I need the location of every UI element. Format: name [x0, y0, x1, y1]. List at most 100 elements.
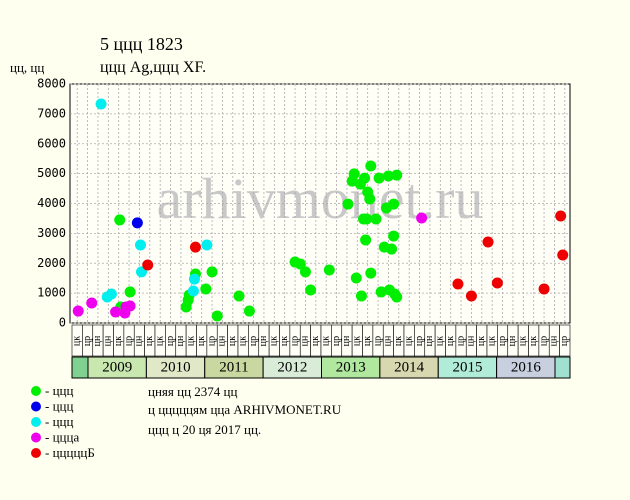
- point: [370, 213, 382, 225]
- note: ц цццццям цца ARHIVMONET.RU: [148, 402, 342, 417]
- y-tick-label: 2000: [37, 256, 66, 270]
- x-tick-label: цк: [237, 336, 248, 346]
- y-tick-label: 5000: [37, 166, 66, 180]
- x-tick-label: цк: [393, 336, 404, 346]
- x-tick-label: цр: [414, 336, 425, 346]
- point: [243, 305, 255, 317]
- point: [72, 305, 84, 317]
- point: [350, 272, 362, 284]
- x-tick-label: цр: [331, 336, 342, 346]
- year-label: 2016: [511, 359, 542, 375]
- x-tick-label: цк: [476, 336, 487, 346]
- year-label: 2010: [161, 359, 191, 375]
- point: [142, 259, 154, 271]
- x-tick-label: цр: [559, 336, 570, 346]
- chart-title: 5 ццц 1823: [100, 34, 183, 54]
- x-tick-label: цн: [217, 335, 228, 346]
- point: [124, 300, 136, 312]
- year-cell: [554, 356, 571, 379]
- x-tick-label: цк: [528, 336, 539, 346]
- point: [342, 198, 354, 210]
- point: [360, 234, 372, 246]
- point: [201, 239, 213, 251]
- point: [200, 283, 212, 295]
- x-tick-label: цр: [165, 336, 176, 346]
- point: [211, 310, 223, 322]
- x-tick-label: цр: [455, 336, 466, 346]
- x-tick-label: цн: [507, 335, 518, 346]
- x-tick-label: цк: [435, 336, 446, 346]
- point: [416, 212, 428, 224]
- x-tick-label: цк: [310, 336, 321, 346]
- point: [465, 290, 477, 302]
- point: [86, 297, 98, 309]
- x-tick-label: цк: [352, 336, 363, 346]
- point: [365, 267, 377, 279]
- point: [355, 290, 367, 302]
- x-tick-label: цк: [320, 336, 331, 346]
- x-tick-label: цк: [279, 336, 290, 346]
- x-tick-label: цк: [486, 336, 497, 346]
- x-tick-label: цк: [445, 336, 456, 346]
- point: [359, 172, 371, 184]
- point: [391, 169, 403, 181]
- year-label: 2011: [219, 359, 248, 375]
- x-tick-label: цр: [82, 336, 93, 346]
- y-tick-label: 6000: [37, 136, 66, 150]
- x-tick-label: цр: [206, 336, 217, 346]
- point: [294, 258, 306, 270]
- x-tick-label: цк: [227, 336, 238, 346]
- point: [452, 278, 464, 290]
- chart-subtitle: ццц Ag,ццц XF.: [100, 59, 206, 76]
- note: цняя цц 2374 цц: [148, 384, 237, 399]
- point: [348, 168, 360, 180]
- point: [382, 170, 394, 182]
- point: [187, 285, 199, 297]
- point: [482, 236, 494, 248]
- legend-marker: [31, 386, 41, 396]
- point: [105, 288, 117, 300]
- point: [299, 266, 311, 278]
- point: [557, 249, 569, 261]
- watermark: arhivmonet.ru: [157, 166, 484, 231]
- x-tick-label: цн: [134, 335, 145, 346]
- x-tick-label: цк: [196, 336, 207, 346]
- legend-marker: [31, 432, 41, 443]
- point: [188, 273, 200, 285]
- point: [114, 214, 126, 226]
- legend-marker: [31, 417, 41, 427]
- point: [364, 193, 376, 205]
- note: ццц ц 20 ця 2017 цц.: [148, 422, 261, 437]
- x-tick-label: цр: [123, 336, 134, 346]
- year-label: 2014: [394, 359, 425, 375]
- point: [365, 160, 377, 172]
- point: [373, 172, 385, 184]
- point: [206, 266, 218, 278]
- x-tick-label: цн: [103, 335, 114, 346]
- x-tick-label: цн: [424, 335, 435, 346]
- point: [388, 198, 400, 210]
- x-tick-label: цн: [258, 335, 269, 346]
- x-tick-label: цн: [466, 335, 477, 346]
- point: [305, 284, 317, 296]
- point: [131, 217, 143, 229]
- x-tick-label: цк: [362, 336, 373, 346]
- x-tick-label: цр: [248, 336, 259, 346]
- x-tick-label: цн: [341, 335, 352, 346]
- x-tick-label: цк: [403, 336, 414, 346]
- point: [388, 230, 400, 242]
- legend-label: - ццц: [45, 399, 73, 414]
- x-tick-label: цр: [538, 336, 549, 346]
- point: [124, 286, 136, 298]
- year-label: 2012: [277, 359, 307, 375]
- x-tick-label: цк: [186, 336, 197, 346]
- year-label: 2015: [452, 359, 482, 375]
- point: [361, 213, 373, 225]
- point: [233, 290, 245, 302]
- legend-label: - ццц: [45, 383, 73, 398]
- year-cell: [71, 356, 89, 379]
- x-label-cell: [559, 324, 571, 357]
- x-tick-label: цк: [144, 336, 155, 346]
- point: [110, 306, 122, 318]
- y-axis-label: цц, цц: [10, 60, 44, 75]
